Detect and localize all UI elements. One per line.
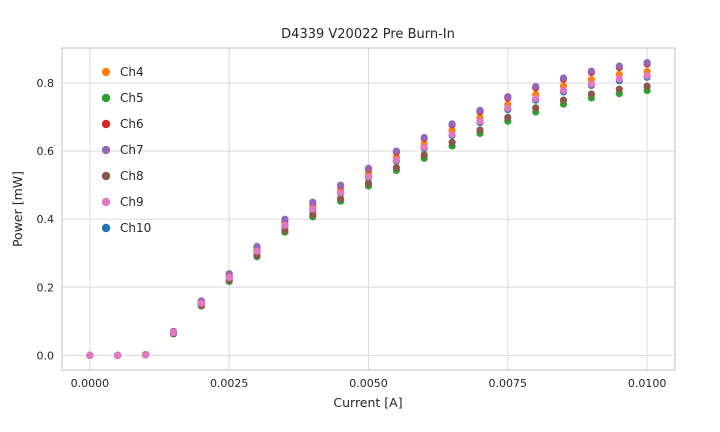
y-tick-label: 0.6 <box>37 145 55 158</box>
point-ch7 <box>476 106 484 114</box>
point-ch9 <box>476 117 484 125</box>
legend-marker-ch9 <box>101 197 111 207</box>
legend-label-ch6: Ch6 <box>120 117 144 131</box>
point-ch8 <box>643 82 651 90</box>
point-ch9 <box>281 221 289 229</box>
legend-marker-ch8 <box>101 171 111 181</box>
point-ch9 <box>587 80 596 88</box>
x-tick-label: 0.0025 <box>210 377 249 390</box>
y-tick-label: 0.0 <box>37 349 55 362</box>
point-ch7 <box>392 147 400 155</box>
point-ch9 <box>86 351 94 359</box>
point-ch9 <box>337 189 345 197</box>
y-tick-label: 0.2 <box>37 281 55 294</box>
point-ch8 <box>337 195 345 203</box>
grid-layer <box>62 48 675 370</box>
legend-marker-ch7 <box>101 145 111 155</box>
point-ch7 <box>420 133 428 142</box>
point-ch7 <box>281 215 289 223</box>
legend-label-ch8: Ch8 <box>120 169 144 183</box>
legend: Ch4 Ch5 Ch6 Ch7 Ch8 Ch9 Ch10 <box>101 65 151 235</box>
legend-marker-ch5 <box>101 93 111 103</box>
point-ch7 <box>559 74 568 82</box>
point-ch7 <box>643 59 651 67</box>
point-ch8 <box>587 90 596 98</box>
point-ch9 <box>225 273 233 281</box>
point-ch7 <box>337 181 345 189</box>
legend-marker-ch6 <box>101 119 111 129</box>
point-ch8 <box>420 151 428 159</box>
point-ch7 <box>364 164 373 172</box>
x-tick-label: 0.0050 <box>349 377 388 390</box>
point-ch9 <box>532 95 540 103</box>
scatter-points <box>86 59 651 359</box>
x-tick-label: 0.0100 <box>628 377 667 390</box>
x-axis-label: Current [A] <box>333 395 402 410</box>
point-ch9 <box>364 173 373 181</box>
point-ch9 <box>169 329 178 337</box>
point-ch8 <box>476 126 484 134</box>
y-tick-label: 0.4 <box>37 213 55 226</box>
y-tick-label: 0.8 <box>37 77 55 90</box>
x-tick-label: 0.0000 <box>71 377 110 390</box>
point-ch7 <box>532 82 540 91</box>
point-ch9 <box>142 351 150 359</box>
point-ch9 <box>504 104 512 112</box>
point-ch8 <box>532 104 540 112</box>
point-ch8 <box>392 163 400 172</box>
point-ch8 <box>448 138 456 146</box>
legend-label-ch10: Ch10 <box>120 221 151 235</box>
point-ch7 <box>448 120 456 128</box>
tick-labels: 0.0000 0.0025 0.0050 0.0075 0.0100 0.0 0.2 0.4 0… <box>37 77 667 390</box>
point-ch8 <box>559 96 568 104</box>
point-ch9 <box>615 75 623 83</box>
point-ch9 <box>309 205 317 213</box>
chart-title: D4339 V20022 Pre Burn-In <box>281 27 455 42</box>
point-ch9 <box>392 156 400 164</box>
legend-label-ch9: Ch9 <box>120 195 144 209</box>
legend-label-ch7: Ch7 <box>120 143 144 157</box>
point-ch7 <box>504 93 512 101</box>
point-ch7 <box>309 198 317 206</box>
plot-border <box>61 47 676 371</box>
point-ch9 <box>559 86 568 95</box>
point-ch8 <box>364 179 373 187</box>
point-ch9 <box>448 130 456 139</box>
point-ch9 <box>114 351 122 359</box>
point-ch8 <box>615 85 623 93</box>
point-ch9 <box>253 247 261 255</box>
point-ch8 <box>504 113 512 121</box>
legend-marker-ch4 <box>101 67 111 77</box>
legend-label-ch5: Ch5 <box>120 91 144 105</box>
y-axis-label: Power [mW] <box>10 171 25 247</box>
point-ch9 <box>197 299 205 307</box>
point-ch7 <box>615 62 623 70</box>
plot-border-rect <box>61 47 676 371</box>
point-ch9 <box>420 143 428 151</box>
legend-marker-ch10 <box>101 223 111 233</box>
legend-label-ch4: Ch4 <box>120 65 144 79</box>
x-tick-label: 0.0075 <box>489 377 528 390</box>
point-ch7 <box>587 67 596 75</box>
point-ch8 <box>309 210 317 218</box>
point-ch9 <box>643 72 651 80</box>
